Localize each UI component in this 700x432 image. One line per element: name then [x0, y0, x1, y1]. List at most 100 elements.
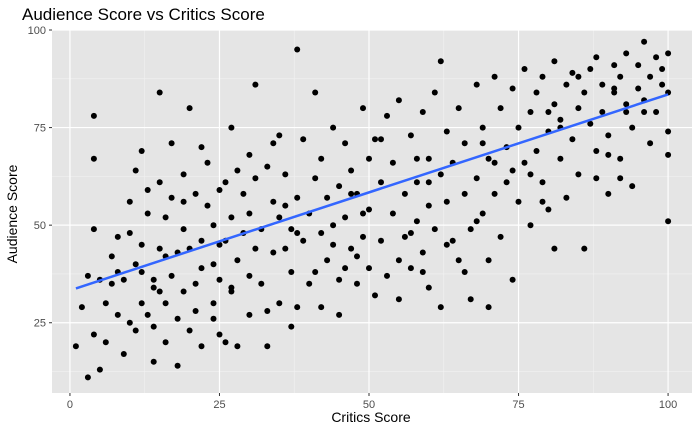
data-point: [384, 272, 390, 279]
data-point: [252, 81, 259, 88]
data-point: [348, 167, 355, 174]
data-point: [551, 101, 558, 108]
data-point: [270, 140, 277, 147]
data-point: [635, 62, 642, 69]
data-point: [551, 245, 558, 252]
data-point: [228, 284, 235, 291]
data-point: [605, 190, 612, 197]
data-point: [437, 58, 444, 65]
data-point: [431, 226, 438, 233]
data-point: [593, 148, 600, 154]
data-point: [521, 159, 528, 166]
data-point: [228, 214, 235, 221]
data-point: [264, 343, 271, 350]
data-point: [336, 311, 343, 318]
data-point: [270, 198, 277, 205]
data-point: [384, 112, 390, 119]
data-point: [234, 343, 241, 350]
data-point: [647, 73, 654, 80]
data-point: [174, 362, 181, 369]
data-point: [497, 233, 504, 240]
y-axis-title: Audience Score: [4, 164, 20, 263]
data-point: [144, 187, 151, 193]
data-point: [473, 175, 480, 182]
data-point: [419, 269, 426, 275]
data-point: [246, 311, 253, 318]
data-point: [509, 276, 516, 283]
data-point: [252, 245, 259, 252]
data-point: [198, 237, 205, 244]
data-point: [288, 269, 295, 275]
data-point: [84, 374, 91, 381]
data-point: [264, 163, 271, 170]
data-point: [210, 261, 217, 268]
data-point: [461, 269, 468, 275]
data-point: [593, 175, 600, 182]
y-tick-label: 50: [34, 220, 46, 232]
data-point: [150, 323, 157, 330]
data-point: [294, 194, 301, 201]
data-point: [611, 85, 618, 92]
data-point: [366, 206, 372, 213]
data-point: [294, 230, 301, 236]
data-point: [288, 226, 295, 233]
data-point: [521, 66, 528, 72]
data-point: [407, 132, 414, 139]
x-tick-label: 75: [512, 399, 524, 411]
data-point: [563, 194, 570, 201]
data-point: [138, 269, 145, 275]
data-point: [551, 58, 558, 65]
data-point: [449, 237, 456, 244]
data-point: [198, 343, 205, 350]
data-point: [222, 339, 229, 346]
data-point: [132, 167, 139, 174]
data-point: [300, 136, 307, 143]
data-point: [413, 218, 420, 225]
y-axis-ticks: 25 50 75 100: [28, 25, 52, 330]
data-point: [527, 222, 534, 229]
x-tick-label: 100: [659, 399, 677, 411]
data-point: [641, 109, 648, 115]
data-point: [443, 241, 450, 248]
data-point: [186, 105, 193, 112]
y-tick-label: 75: [34, 123, 46, 135]
x-tick-label: 25: [213, 399, 225, 411]
data-point: [258, 280, 265, 287]
data-point: [348, 190, 355, 197]
x-tick-label: 50: [363, 399, 375, 411]
data-point: [108, 280, 115, 287]
data-point: [539, 179, 546, 186]
data-point: [527, 109, 534, 115]
data-point: [665, 50, 672, 57]
data-point: [192, 190, 199, 197]
data-point: [599, 109, 606, 115]
x-tick-label: 0: [67, 399, 73, 411]
data-point: [419, 109, 426, 115]
data-point: [276, 132, 283, 139]
data-point: [330, 222, 337, 229]
data-point: [132, 261, 139, 268]
data-point: [228, 124, 235, 131]
data-point: [401, 233, 408, 240]
data-point: [324, 194, 331, 201]
data-point: [114, 311, 121, 318]
data-point: [425, 155, 432, 162]
data-point: [162, 214, 169, 221]
data-point: [461, 190, 468, 197]
data-point: [150, 276, 157, 283]
data-point: [473, 81, 480, 88]
data-point: [509, 167, 516, 174]
data-point: [378, 136, 384, 143]
data-point: [168, 194, 175, 201]
data-point: [372, 292, 378, 299]
data-point: [569, 69, 576, 76]
data-point: [527, 171, 534, 178]
data-point: [659, 66, 666, 72]
data-point: [360, 210, 366, 217]
data-point: [210, 222, 217, 229]
y-tick-label: 100: [28, 25, 46, 37]
data-point: [360, 233, 366, 240]
data-point: [102, 300, 109, 307]
data-point: [575, 73, 582, 80]
data-point: [491, 159, 498, 166]
